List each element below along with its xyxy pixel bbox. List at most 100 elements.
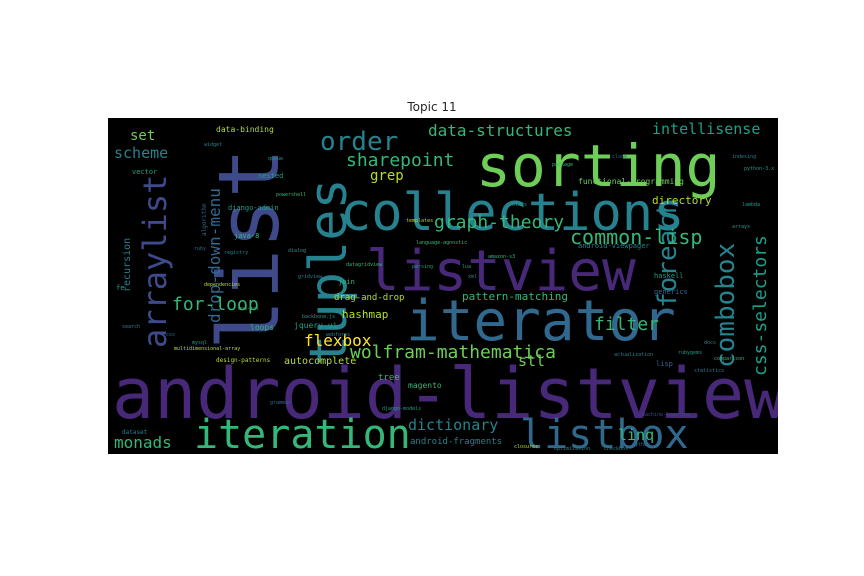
cloud-word-registry: registry bbox=[224, 250, 248, 256]
cloud-word-autocomplete: autocomplete bbox=[284, 356, 356, 367]
cloud-word-actualization: actualization bbox=[614, 352, 653, 358]
cloud-word-android-listview: android-listview bbox=[112, 353, 778, 435]
cloud-word-data-binding: data-binding bbox=[216, 125, 274, 134]
cloud-word-django-admin: django-admin bbox=[228, 204, 279, 212]
cloud-word-docs: docs bbox=[704, 340, 716, 346]
figure-title: Topic 11 bbox=[407, 100, 457, 114]
cloud-word-dependencies: dependencies bbox=[204, 282, 240, 288]
cloud-word-linq: linq bbox=[618, 426, 654, 444]
cloud-word-grep: grep bbox=[370, 168, 404, 184]
cloud-word-join: join bbox=[338, 278, 355, 286]
cloud-word-loops: loops bbox=[250, 323, 274, 332]
cloud-word-dictionary: dictionary bbox=[408, 416, 498, 434]
cloud-word-queue: queue bbox=[268, 156, 283, 162]
cloud-word-recursion: recursion bbox=[122, 238, 133, 292]
cloud-word-iterator: iterator bbox=[406, 289, 676, 354]
cloud-word-sorting: sorting bbox=[476, 132, 720, 200]
cloud-word-haskell: haskell bbox=[654, 272, 684, 280]
cloud-word-magento: magento bbox=[408, 381, 442, 390]
cloud-word-language-agnostic: language-agnostic bbox=[416, 240, 467, 246]
cloud-word-python-3-x: python-3.x bbox=[744, 166, 774, 172]
cloud-word-rubygems: rubygems bbox=[678, 350, 702, 356]
cloud-word-closures: closures bbox=[514, 444, 538, 450]
cloud-word-jquery-ui: jquery-ui bbox=[294, 321, 338, 330]
cloud-word-parsing: parsing bbox=[412, 264, 433, 270]
cloud-word-gridview: gridview bbox=[298, 274, 323, 280]
cloud-word-algorithm: algorithm bbox=[201, 203, 208, 236]
cloud-word-ruby: ruby bbox=[194, 246, 206, 252]
cloud-word-generics: generics bbox=[654, 288, 688, 296]
cloud-word-set: set bbox=[130, 128, 155, 144]
cloud-word-hashmap: hashmap bbox=[342, 308, 388, 321]
cloud-word-multidimensional-array: multidimensional-array bbox=[174, 346, 240, 352]
cloud-word-java-8: java-8 bbox=[234, 232, 259, 240]
cloud-word-data-structures: data-structures bbox=[428, 121, 573, 140]
cloud-word-listview: listview bbox=[366, 239, 636, 304]
cloud-word-css-selectors: css-selectors bbox=[750, 235, 771, 376]
cloud-word-python: python bbox=[632, 442, 650, 448]
cloud-word-widget: widget bbox=[204, 142, 222, 148]
cloud-background bbox=[108, 118, 778, 454]
cloud-word-list: list bbox=[200, 148, 298, 350]
cloud-word-package: package bbox=[552, 162, 573, 168]
cloud-word-lambda: lambda bbox=[742, 202, 760, 208]
cloud-word-iteration: iteration bbox=[194, 412, 411, 454]
cloud-word-flexbox: flexbox bbox=[304, 331, 372, 350]
cloud-word-tree: tree bbox=[378, 373, 400, 383]
cloud-word-clone: clone bbox=[612, 154, 627, 160]
cloud-word-mod-ssl: mod-ssl bbox=[238, 306, 259, 312]
cloud-word-vector: vector bbox=[132, 168, 157, 176]
cloud-word-functional-programming: functional-programming bbox=[578, 177, 684, 186]
cloud-word-arrays: arrays bbox=[732, 224, 750, 230]
cloud-word-intellisense: intellisense bbox=[652, 120, 760, 138]
word-cloud: list android-listview sorting listview colle… bbox=[108, 118, 778, 454]
cloud-word-optimization: optimization bbox=[554, 446, 590, 452]
cloud-word-for-loop: for-loop bbox=[172, 294, 259, 315]
cloud-word-sharepoint: sharepoint bbox=[346, 150, 454, 171]
cloud-word-pattern-matching: pattern-matching bbox=[462, 290, 568, 303]
cloud-word-filter: filter bbox=[594, 314, 659, 335]
cloud-word-checkbox: checkbox bbox=[604, 446, 628, 452]
cloud-word-arraylist: arraylist bbox=[136, 175, 174, 348]
cloud-word-comparison: comparison bbox=[714, 356, 744, 362]
cloud-word-android-fragments: android-fragments bbox=[410, 437, 502, 447]
cloud-word-django-models: django-models bbox=[382, 406, 421, 412]
cloud-word-collections: collections bbox=[340, 183, 684, 243]
cloud-word-directory: directory bbox=[652, 194, 712, 207]
cloud-word-graph-theory: graph-theory bbox=[434, 212, 564, 233]
cloud-word-powershell: powershell bbox=[276, 192, 306, 198]
cloud-word-tuples: tuples bbox=[299, 178, 359, 366]
cloud-word-fe: fe bbox=[116, 284, 124, 292]
cloud-word-templates: templates bbox=[406, 218, 433, 224]
cloud-word-order: order bbox=[320, 127, 398, 157]
cloud-word-machine-learning: machine-learning bbox=[642, 412, 690, 418]
cloud-word-xml: xml bbox=[468, 274, 477, 280]
cloud-word-amazon-s3: amazon-s3 bbox=[488, 254, 515, 260]
cloud-word-css: css bbox=[166, 332, 175, 338]
cloud-word-drag-and-drop: drag-and-drop bbox=[334, 293, 404, 303]
cloud-word-android-viewpager: android-viewpager bbox=[578, 242, 650, 250]
cloud-word-webforms: webforms bbox=[326, 332, 350, 338]
cloud-word-dialog: dialog bbox=[288, 248, 306, 254]
cloud-word-monads: monads bbox=[114, 433, 172, 452]
cloud-word-listbox: listbox bbox=[520, 412, 689, 454]
cloud-word-nested: nested bbox=[258, 172, 283, 180]
cloud-word-class: class bbox=[512, 202, 527, 208]
cloud-word-lua: lua bbox=[462, 264, 471, 270]
cloud-word-common-lisp: common-lisp bbox=[570, 225, 702, 249]
cloud-word-search: search bbox=[122, 324, 140, 330]
cloud-word-backbone-js: backbone.js bbox=[302, 314, 335, 320]
cloud-word-dataset: dataset bbox=[122, 429, 148, 436]
cloud-word-lisp: lisp bbox=[656, 360, 673, 368]
cloud-word-scheme: scheme bbox=[114, 144, 168, 162]
cloud-word-combobox: combobox bbox=[711, 243, 741, 368]
cloud-word-design-patterns: design-patterns bbox=[216, 357, 271, 364]
cloud-word-foreach: foreach bbox=[653, 198, 683, 308]
cloud-word-indexing: indexing bbox=[732, 154, 756, 160]
cloud-word-wolfram-mathematica: wolfram-mathematica bbox=[350, 342, 556, 363]
cloud-word-drop-down-menu: drop-down-menu bbox=[205, 188, 224, 323]
cloud-word-stl: stl bbox=[518, 352, 545, 370]
cloud-word-statistics: statistics bbox=[694, 368, 724, 374]
cloud-word-mysql: mysql bbox=[192, 340, 207, 346]
